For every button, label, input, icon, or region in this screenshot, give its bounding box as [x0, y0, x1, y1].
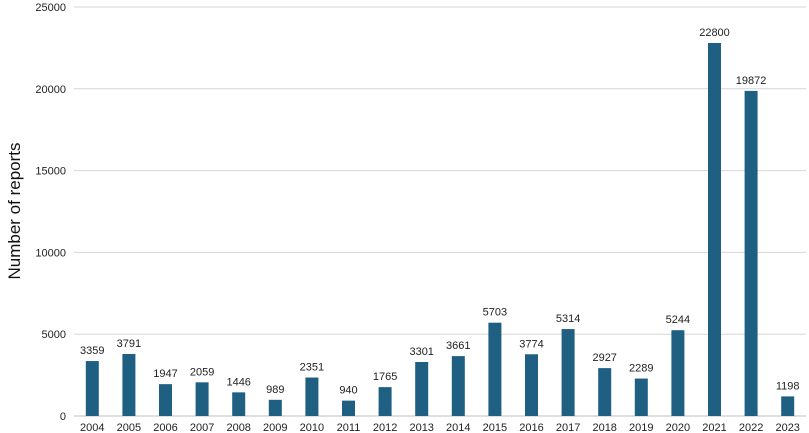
x-tick-label: 2010 [300, 422, 324, 433]
y-axis-title: Number of reports [5, 143, 24, 280]
grid-lines [74, 6, 806, 417]
bar [378, 387, 392, 416]
x-tick-label: 2004 [80, 422, 104, 433]
x-tick-label: 2009 [263, 422, 287, 433]
bars [85, 42, 795, 417]
bar-value-label: 5314 [556, 313, 580, 325]
x-tick-label: 2015 [483, 422, 507, 433]
bar-value-label: 3661 [446, 340, 470, 352]
bar [671, 330, 685, 416]
x-tick-label: 2019 [629, 422, 653, 433]
bar [159, 384, 172, 416]
x-tick-label: 2018 [592, 422, 616, 433]
bar [122, 353, 136, 416]
bar [525, 354, 538, 416]
y-tick-label: 25000 [35, 2, 66, 14]
x-tick-label: 2006 [153, 422, 177, 433]
bar [561, 329, 575, 416]
bar-value-label: 2289 [629, 363, 653, 375]
bar-value-label: 3301 [409, 346, 433, 358]
bar-value-label: 940 [339, 385, 357, 397]
bar-value-label: 1198 [776, 380, 800, 392]
bar-value-label: 2059 [190, 366, 214, 378]
bar-value-label: 19872 [736, 75, 767, 87]
bar-value-label: 5703 [483, 307, 507, 319]
bar-value-label: 1765 [373, 371, 397, 383]
bar [488, 322, 502, 416]
bar [598, 368, 612, 416]
bar [268, 399, 282, 416]
bar [232, 392, 246, 416]
x-axis-ticks: 2004 2005 2006 2007 2008 2009 2010 2011 2012 2013… [80, 422, 800, 433]
x-tick-label: 2008 [226, 422, 250, 433]
y-tick-label: 0 [60, 411, 66, 423]
bar-value-label: 22800 [699, 27, 730, 39]
bar-value-label: 989 [266, 384, 284, 396]
x-tick-label: 2022 [739, 422, 763, 433]
x-tick-label: 2014 [446, 422, 470, 433]
bar [781, 396, 795, 416]
x-tick-label: 2005 [117, 422, 141, 433]
x-tick-label: 2017 [556, 422, 580, 433]
y-axis-ticks: 0 5000 10000 15000 20000 25000 [35, 2, 66, 423]
x-tick-label: 2007 [190, 422, 214, 433]
x-tick-label: 2016 [519, 422, 543, 433]
bar [451, 356, 465, 416]
bar-value-label: 2927 [592, 352, 616, 364]
bar [195, 382, 209, 416]
bar [634, 378, 648, 416]
x-tick-label: 2020 [666, 422, 690, 433]
bar [305, 377, 319, 416]
x-tick-label: 2012 [373, 422, 397, 433]
x-tick-label: 2021 [702, 422, 726, 433]
bar [708, 42, 721, 416]
x-tick-label: 2011 [337, 422, 361, 433]
bar [744, 90, 758, 417]
y-tick-label: 20000 [35, 84, 66, 96]
bar-value-label: 3791 [117, 338, 141, 350]
bar-value-label: 3774 [519, 338, 543, 350]
y-tick-label: 5000 [42, 329, 66, 341]
x-tick-label: 2023 [775, 422, 799, 433]
bar-value-label: 2351 [300, 362, 324, 374]
bar-value-label: 3359 [80, 345, 104, 357]
data-labels: 3359 3791 1947 2059 1446 989 2351 940 1765 3301 36… [80, 27, 799, 397]
bar [415, 361, 429, 416]
y-tick-label: 15000 [35, 166, 66, 178]
y-tick-label: 10000 [35, 247, 66, 259]
x-tick-label: 2013 [409, 422, 433, 433]
bar [85, 361, 99, 416]
bar-value-label: 5244 [666, 314, 690, 326]
bar [342, 400, 355, 416]
bar-value-label: 1947 [153, 368, 177, 380]
bar-value-label: 1446 [226, 376, 250, 388]
